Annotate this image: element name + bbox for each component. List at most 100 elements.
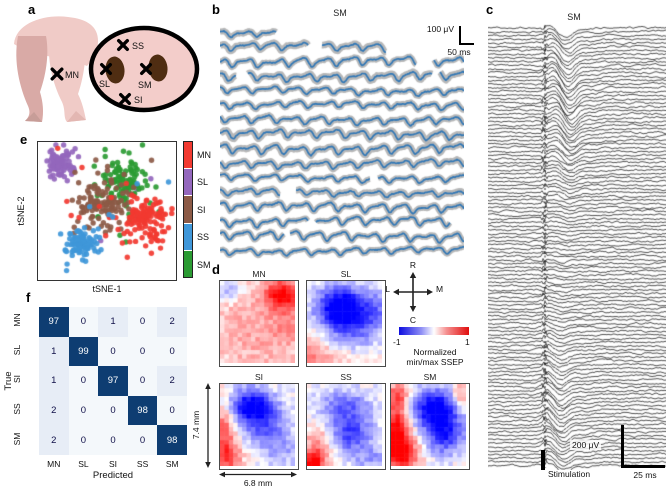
cm-col-label-sl: SL [78, 459, 89, 469]
confusion-cell-SS-SL: 0 [68, 395, 99, 426]
site-label-si: SI [134, 95, 143, 105]
confusion-cell-SI-SM: 2 [157, 366, 187, 396]
tsne-scatter-canvas [38, 142, 175, 279]
confusion-cell-MN-SL: 0 [68, 307, 99, 337]
heatmap-canvas-si [220, 384, 295, 466]
confusion-cell-SL-SM: 0 [157, 336, 187, 367]
panel-c-voltage-scalebar [621, 425, 624, 467]
tsne-y-axis-label: tSNE-2 [16, 196, 26, 226]
legend-swatch-mn [184, 142, 192, 169]
stacked-traces-canvas [488, 24, 666, 470]
heatmap-sm: SM [390, 372, 470, 470]
legend-swatch-sl [184, 169, 192, 196]
tsne-x-axis-label: tSNE-1 [92, 284, 122, 294]
site-label-mn: MN [65, 70, 79, 80]
cm-col-label-sm: SM [165, 459, 179, 469]
orientation-compass-icon [393, 272, 433, 312]
stim-site-sl-marker [99, 62, 113, 76]
panel-e-label: e [20, 132, 28, 147]
legend-label-sm: SM [197, 260, 211, 270]
confusion-cell-MN-MN: 97 [39, 307, 69, 337]
panel-c-label: c [486, 2, 494, 17]
stim-site-mn-marker [50, 67, 64, 81]
height-dimension-label: 7.4 mm [191, 410, 201, 440]
panel-c-time-scalebar [621, 465, 665, 468]
panel-a-label: a [28, 2, 36, 17]
width-dimension-arrow [219, 471, 297, 478]
legend-label-mn: MN [197, 150, 211, 160]
compass-rostral-label: R [409, 260, 417, 270]
ssep-grid-canvas [220, 22, 464, 264]
panel-c-voltage-scale-label: 200 μV [570, 440, 602, 450]
site-label-ss: SS [132, 41, 144, 51]
stimulation-tick [541, 450, 545, 470]
panel-c-title: SM [567, 12, 581, 22]
confusion-cell-MN-SM: 2 [157, 307, 187, 337]
heatmap-mn: MN [219, 269, 299, 367]
colorbar-caption-line2: min/max SSEP [406, 357, 464, 367]
compass-caudal-label: C [409, 315, 417, 325]
stim-site-sm-marker [139, 62, 153, 76]
heatmap-title-mn: MN [252, 269, 266, 279]
confusion-matrix: 97 0 1 0 2 1 99 0 0 0 1 0 97 0 2 2 0 0 98 0 2 0 0 0 98 [39, 307, 187, 455]
legend-swatch-si [184, 196, 192, 223]
cm-col-label-ss: SS [136, 459, 149, 469]
site-label-sm: SM [138, 80, 152, 90]
confusion-cell-SL-SL: 99 [68, 336, 99, 367]
stim-site-ss-marker [116, 38, 130, 52]
colorbar-min-label: -1 [393, 337, 401, 347]
tsne-legend-colorbar [183, 141, 193, 278]
colorbar-max-label: 1 [465, 337, 470, 347]
ssep-colorbar [399, 327, 469, 335]
confusion-cell-SI-SL: 0 [68, 366, 99, 396]
confusion-cell-SS-SS: 98 [127, 395, 158, 426]
confusion-cell-SI-SI: 97 [98, 366, 128, 396]
fibula-bone [148, 54, 168, 82]
pig-legs-illustration [14, 16, 98, 122]
cm-row-label-ss: SS [12, 403, 22, 415]
legend-label-si: SI [197, 205, 206, 215]
heatmap-si: SI [219, 372, 299, 470]
confusion-cell-MN-SI: 1 [98, 307, 128, 337]
stim-site-si-marker [118, 92, 132, 106]
compass-lateral-label: L [385, 284, 390, 294]
panel-b-time-scalebar [459, 43, 474, 45]
cm-y-axis-label: True [3, 371, 14, 391]
confusion-cell-SM-SI: 0 [98, 425, 128, 455]
cm-col-label-si: SI [108, 459, 117, 469]
heatmap-sl: SL [306, 269, 386, 367]
site-label-sl: SL [99, 79, 110, 89]
panel-d-label: d [212, 262, 220, 277]
confusion-cell-SM-MN: 2 [39, 425, 69, 455]
heatmap-title-sm: SM [423, 372, 437, 382]
confusion-cell-SI-SS: 0 [127, 366, 158, 396]
panel-f-label: f [26, 290, 31, 305]
stimulation-sites-diagram: MN SS SL SM SI [14, 16, 200, 122]
confusion-cell-SS-SI: 0 [98, 395, 128, 426]
confusion-cell-SM-SL: 0 [68, 425, 99, 455]
compass-medial-label: M [436, 284, 444, 294]
cm-row-label-sl: SL [12, 344, 22, 356]
width-dimension-label: 6.8 mm [243, 478, 273, 488]
legend-swatch-ss [184, 223, 192, 250]
heatmap-title-si: SI [254, 372, 264, 382]
tsne-plot-box [37, 141, 177, 281]
confusion-cell-SL-MN: 1 [39, 336, 69, 367]
legend-swatch-sm [184, 250, 192, 278]
cm-row-label-sm: SM [12, 432, 22, 446]
panel-b-voltage-scale-label: 100 μV [426, 24, 454, 34]
heatmap-ss: SS [306, 372, 386, 470]
confusion-cell-SM-SS: 0 [127, 425, 158, 455]
legend-label-sl: SL [197, 177, 209, 187]
heatmap-canvas-sm [391, 384, 466, 466]
colorbar-caption-line1: Normalized [413, 347, 457, 357]
confusion-cell-SI-MN: 1 [39, 366, 69, 396]
panel-b-label: b [212, 2, 220, 17]
cm-x-axis-label: Predicted [92, 470, 134, 481]
panel-c-time-scale-label: 25 ms [633, 470, 657, 480]
confusion-cell-MN-SS: 0 [127, 307, 158, 337]
confusion-cell-SL-SI: 0 [98, 336, 128, 367]
panel-b-time-scale-label: 50 ms [447, 47, 471, 57]
heatmap-title-ss: SS [340, 372, 352, 382]
